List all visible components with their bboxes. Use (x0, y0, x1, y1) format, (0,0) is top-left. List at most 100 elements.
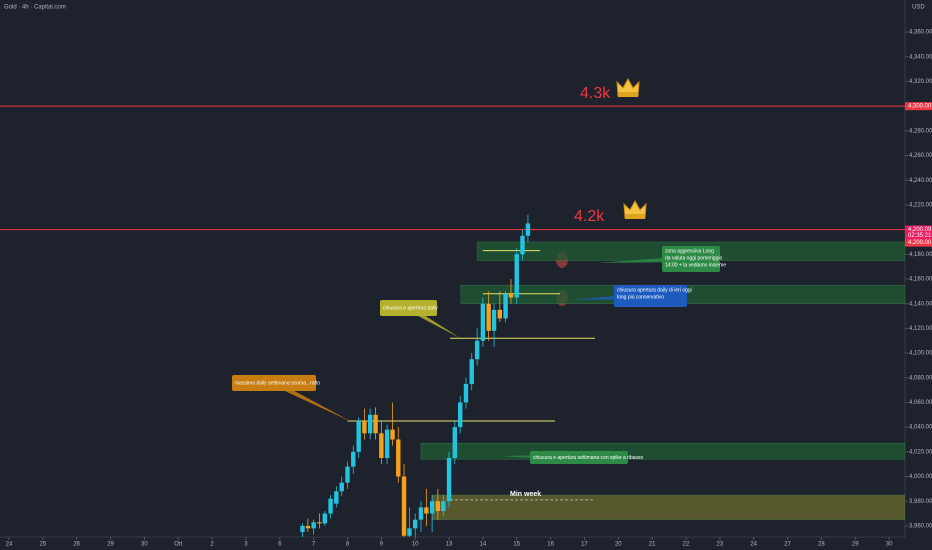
y-tick-label: 4,260.00 (909, 153, 932, 159)
price-tag-label: 4,300.00 (908, 104, 932, 110)
x-tick-label: 23 (716, 542, 723, 548)
price-tag-label: 4,200.00 (908, 240, 932, 246)
candle-body (474, 340, 480, 360)
x-tick-label: 17 (581, 542, 588, 548)
y-tick-label: 4,140.00 (909, 301, 932, 307)
target-label: 4.2k (574, 208, 605, 225)
crown-band (625, 214, 645, 219)
y-tick-label: 4,060.00 (909, 400, 932, 406)
candle-body (486, 303, 491, 331)
y-tick-label: 4,100.00 (909, 351, 932, 357)
y-tick-label: 4,160.00 (909, 277, 932, 283)
x-tick-label: 8 (346, 542, 350, 548)
candle-body (322, 513, 328, 524)
x-tick-label: 29 (107, 542, 114, 548)
y-tick-label: 4,120.00 (909, 326, 932, 332)
crown-band (618, 92, 638, 97)
callout-box (614, 285, 687, 307)
candle-body (429, 501, 435, 514)
y-tick-label: 4,180.00 (909, 252, 932, 258)
y-tick-label: 3,960.00 (909, 523, 932, 529)
candle-body (463, 383, 469, 403)
candle-body (300, 525, 305, 533)
candle-body (452, 427, 458, 458)
y-tick-label: 4,280.00 (909, 128, 932, 134)
x-tick-label: 6 (278, 542, 282, 548)
countdown: 02:35:21 (908, 233, 932, 239)
candle-body (424, 507, 429, 514)
x-tick-label: 28 (818, 542, 825, 548)
currency: USD (912, 5, 925, 11)
candle-body (458, 402, 463, 428)
x-tick-label: 30 (886, 542, 893, 548)
candle-body (339, 482, 344, 492)
zone (431, 494, 905, 520)
y-tick-label: 4,240.00 (909, 178, 932, 184)
min-week-label: Min week (510, 491, 541, 498)
candle-body (508, 293, 514, 298)
candle-body (525, 223, 531, 236)
x-tick-label: 16 (547, 542, 554, 548)
last-price-tag (905, 225, 932, 240)
x-tick-label: 25 (40, 542, 47, 548)
callout-box (380, 300, 437, 316)
candle-body (401, 476, 407, 536)
x-tick-label: 24 (6, 542, 13, 548)
candle-body (311, 522, 316, 529)
candle-body (390, 429, 395, 440)
candle-body (379, 433, 384, 458)
price-tag (905, 102, 932, 111)
candle-body (407, 528, 412, 536)
y-tick-label: 4,020.00 (909, 449, 932, 455)
candle-body (373, 414, 378, 434)
x-tick-label: 21 (649, 542, 656, 548)
chart-title: Gold · 4h · Capital.com (4, 5, 66, 11)
y-tick-label: 4,340.00 (909, 54, 932, 60)
x-tick-label: 30 (141, 542, 148, 548)
callout-box (232, 375, 316, 391)
x-tick-label: 2 (210, 542, 214, 548)
y-tick-label: 4,000.00 (909, 474, 932, 480)
candle-body (345, 466, 350, 483)
candle-body (503, 293, 508, 319)
callout-box (530, 451, 628, 464)
x-tick-label: Ott (174, 542, 182, 548)
candle-body (520, 235, 525, 255)
x-tick-label: 26 (73, 542, 80, 548)
x-tick-label: 10 (412, 542, 419, 548)
candle-body (446, 457, 452, 502)
target-label: 4.3k (580, 85, 611, 102)
x-tick-label: 3 (244, 542, 248, 548)
callout-box (662, 246, 720, 272)
y-tick-label: 4,040.00 (909, 425, 932, 431)
x-tick-label: 27 (784, 542, 791, 548)
y-tick-label: 4,220.00 (909, 203, 932, 209)
callout-text: chiusura e apertura settimana con spike … (533, 455, 644, 461)
candle-body (367, 414, 373, 434)
callout-text: zona aggressiva Long (665, 248, 714, 254)
candle-body (334, 491, 339, 504)
crown-icon (623, 199, 647, 219)
x-tick-label: 29 (852, 542, 859, 548)
candle-body (328, 498, 333, 514)
price-tag (905, 238, 932, 247)
callout-text: chiusura apertura daily di ieri oggi (617, 287, 692, 293)
candle-body (497, 309, 503, 319)
x-tick-label: 15 (513, 542, 520, 548)
x-tick-label: 22 (683, 542, 690, 548)
candle-body (491, 309, 497, 331)
x-tick-label: 9 (380, 542, 384, 548)
zone (420, 442, 905, 460)
candle-body (480, 303, 486, 341)
callout-text: long più conservativo (617, 294, 664, 300)
x-tick-label: 14 (480, 542, 487, 548)
candle-body (418, 507, 424, 520)
x-tick-label: 20 (615, 542, 622, 548)
callout-text: chiusura e apertura daily (383, 305, 438, 311)
candle-body (469, 359, 474, 384)
x-tick-label: 13 (446, 542, 453, 548)
y-tick-label: 4,080.00 (909, 375, 932, 381)
candle-body (305, 525, 311, 529)
candle-body (317, 522, 322, 524)
